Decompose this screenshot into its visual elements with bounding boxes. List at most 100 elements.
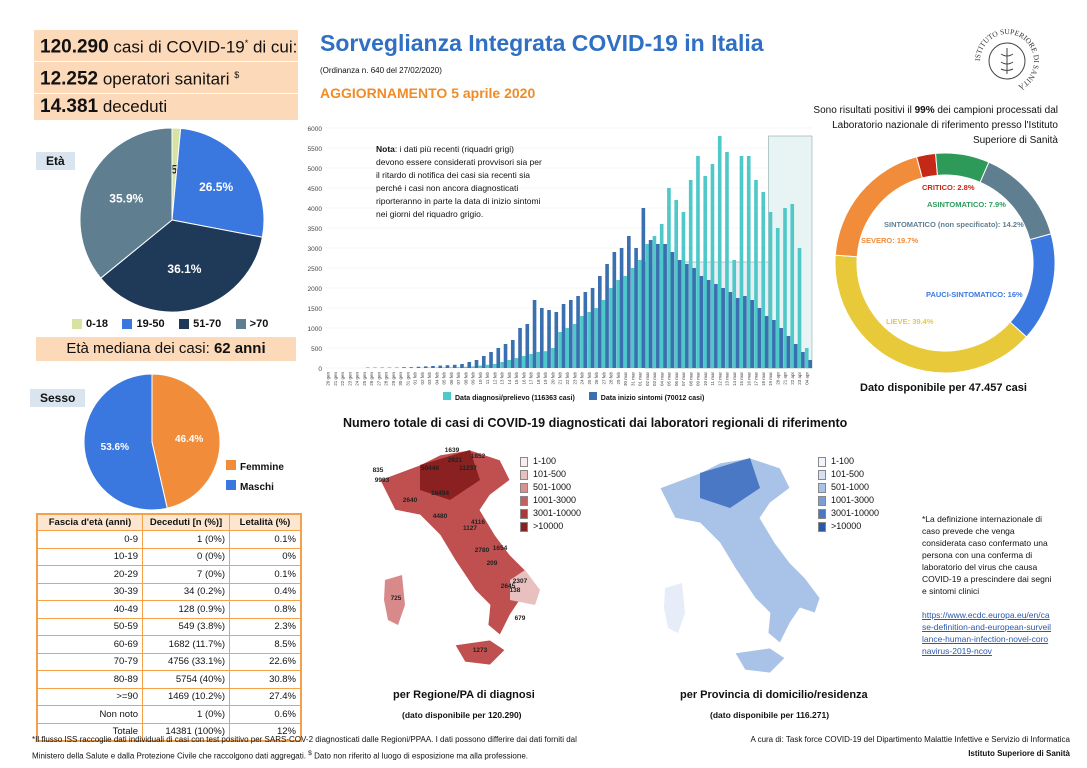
headline-cases: 120.290 casi di COVID-19* di cui:	[34, 30, 298, 61]
sex-legend: Femmine Maschi	[226, 458, 284, 498]
table-row: Totale 14381 (100%) 12%	[36, 722, 302, 742]
ring-label-lieve: LIEVE: 39.4%	[886, 317, 934, 326]
sardinia-fill	[664, 583, 685, 633]
x-tick-label: 12 feb	[492, 372, 497, 385]
region-value: 835	[373, 467, 384, 474]
col-header-deaths: Deceduti [n (%)]	[142, 513, 230, 531]
cell-lethality: 12%	[229, 722, 302, 742]
bar	[735, 298, 740, 368]
x-tick-label: 08 feb	[463, 372, 468, 385]
x-tick-label: 26 gen	[369, 372, 374, 386]
bar	[452, 364, 457, 368]
x-tick-label: 10 feb	[478, 372, 483, 385]
bar	[638, 260, 642, 368]
region-value: 16494	[431, 490, 449, 497]
bar	[449, 367, 454, 368]
y-tick-label: 1500	[308, 306, 323, 313]
bar	[696, 156, 700, 368]
region-map-legend: 1-100 101-500 501-1000 1001-3000 3001-10…	[520, 455, 581, 533]
cell-deaths: 5754 (40%)	[142, 670, 230, 689]
x-tick-label: 01 feb	[413, 372, 418, 385]
bar	[710, 164, 715, 368]
x-tick-label: 29 gen	[391, 372, 396, 386]
bar	[445, 365, 450, 368]
bar	[652, 236, 657, 368]
cell-age: 10-19	[36, 547, 143, 566]
bar	[754, 180, 758, 368]
clinical-footer: Dato disponibile per 47.457 casi	[860, 382, 1027, 394]
pie-slice-2	[100, 219, 263, 313]
bar	[721, 288, 725, 368]
legend-maschi: Maschi	[226, 478, 284, 498]
cell-age: 50-59	[36, 617, 143, 636]
x-tick-label: 06 mar	[674, 372, 679, 387]
bar	[750, 300, 754, 368]
bar	[801, 352, 805, 368]
bar	[743, 296, 747, 368]
bar	[677, 260, 682, 368]
x-tick-label: 29 feb	[616, 372, 621, 385]
bar	[725, 152, 729, 368]
x-tick-label: 14 mar	[732, 372, 737, 387]
legend-51-70: 51-70	[179, 318, 221, 330]
bar	[471, 366, 475, 368]
bar	[543, 351, 548, 368]
cell-lethality: 22.6%	[229, 652, 302, 671]
province-map-sub: (dato disponibile per 116.271)	[710, 710, 830, 720]
ring-label-critico: CRITICO: 2.8%	[922, 183, 975, 192]
cell-deaths: 1 (0%)	[142, 705, 230, 724]
bar	[474, 360, 479, 368]
ring-label-sintomatico: SINTOMATICO (non specificato): 14.2%	[884, 220, 1024, 229]
bar	[612, 252, 617, 368]
x-tick-label: 30 gen	[398, 372, 403, 386]
bar	[605, 264, 609, 368]
x-tick-label: 22 apr	[790, 372, 795, 385]
x-tick-label: 21 feb	[558, 372, 563, 385]
bar	[442, 367, 446, 368]
region-value: 2640	[403, 497, 418, 504]
region-map: 835 9993 1639 2921 1852 50446 11237 16494 2640 44…	[373, 447, 541, 666]
bar	[409, 367, 414, 368]
cell-lethality: 0.6%	[229, 705, 302, 724]
pie-label: 35.9%	[109, 191, 143, 205]
x-tick-label: 06 feb	[449, 372, 454, 385]
page-title: Sorveglianza Integrata COVID-19 in Itali…	[320, 30, 764, 56]
x-tick-label: 27 gen	[376, 372, 381, 386]
definition-note: *La definizione internazionale di caso p…	[922, 514, 1052, 656]
y-tick-label: 6000	[308, 126, 323, 133]
table-row: 40-49 128 (0.9%) 0.8%	[36, 600, 302, 619]
region-value: 1852	[471, 453, 486, 460]
cell-lethality: 27.4%	[229, 687, 302, 706]
region-value: 4480	[433, 513, 448, 520]
table-row: 0-9 1 (0%) 0.1%	[36, 530, 302, 549]
bar	[539, 308, 544, 368]
cell-lethality: 0%	[229, 547, 302, 566]
x-tick-label: 17 feb	[529, 372, 534, 385]
bar	[692, 268, 696, 368]
x-tick-label: 12 mar	[717, 372, 722, 387]
bar	[779, 328, 783, 368]
bar	[503, 344, 508, 368]
bar	[732, 260, 737, 368]
bar	[739, 156, 744, 368]
pie-slice-3	[1009, 233, 1056, 338]
pie-slice-1	[83, 373, 168, 511]
table-row: 50-59 549 (3.8%) 2.3%	[36, 617, 302, 636]
ecdc-link[interactable]: https://www.ecdc.europa.eu/en/case-defin…	[922, 610, 1051, 656]
x-tick-label: 10 mar	[703, 372, 708, 387]
region-value: 11237	[459, 465, 477, 472]
bar	[641, 208, 646, 368]
bar	[423, 366, 428, 368]
region-value: 4116	[471, 519, 485, 526]
cell-deaths: 14381 (100%)	[142, 722, 230, 742]
bar	[598, 276, 602, 368]
bar	[772, 320, 776, 368]
x-tick-label: 27 feb	[601, 372, 606, 385]
x-tick-label: 04 apr	[804, 372, 809, 385]
y-tick-label: 2500	[308, 266, 323, 273]
bar	[793, 344, 798, 368]
bar	[630, 268, 635, 368]
x-tick-label: 24 gen	[355, 372, 360, 386]
bar	[460, 364, 464, 368]
province-map	[659, 457, 821, 674]
